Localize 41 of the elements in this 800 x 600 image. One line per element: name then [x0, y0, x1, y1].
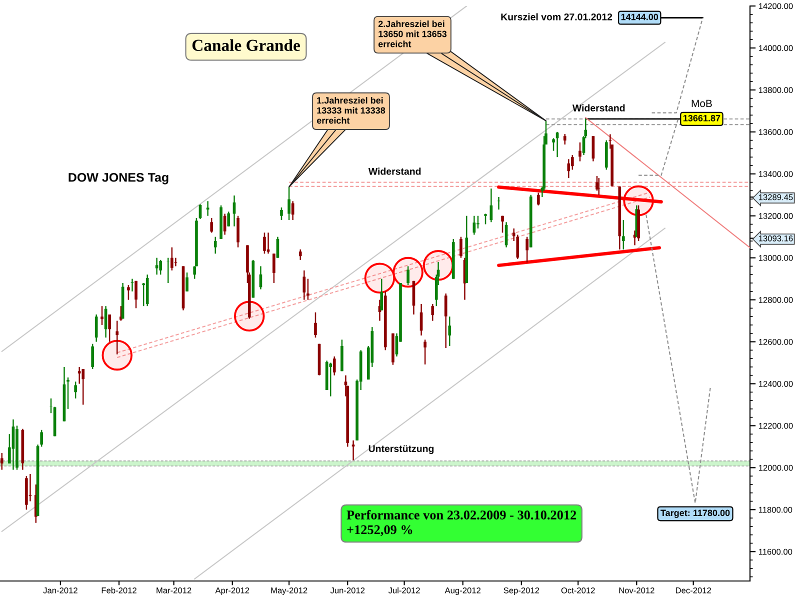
y-tick-label: 11600.00 — [758, 548, 792, 555]
y-tick-label: 12400.00 — [758, 380, 793, 387]
annotation: Widerstand — [368, 168, 421, 175]
annotation: Widerstand — [572, 104, 625, 112]
x-tick-label: Feb-2012 — [102, 587, 136, 594]
x-tick-label: Jun-2012 — [330, 587, 365, 594]
y-tick-label: 12200.00 — [758, 422, 793, 429]
x-tick-label: Apr-2012 — [215, 587, 250, 596]
x-tick-label: Sep-2012 — [504, 587, 540, 596]
x-tick-label: Oct-2012 — [561, 587, 595, 594]
annotation: Canale Grande — [192, 39, 300, 51]
y-tick-label: 13093.16 — [758, 235, 793, 242]
annotation: Performance von 23.02.2009 - 30.10.2012 +1252,09 % — [346, 510, 576, 536]
annotation: Target: 11780.00 — [660, 510, 730, 518]
y-tick-label: 13289.45 — [758, 194, 793, 200]
y-tick-label: 14200.00 — [758, 3, 793, 10]
legend-label: Kursziel vom 27.01.2012 — [501, 13, 612, 20]
x-tick-label: Jan-2012 — [43, 587, 78, 594]
y-tick-label: 13400.00 — [758, 171, 793, 177]
y-tick-label: 12000.00 — [758, 464, 793, 471]
y-tick-label: 13000.00 — [758, 255, 793, 261]
x-tick-label: Dec-2012 — [676, 587, 711, 594]
annotation: 2.Jahresziel bei 13650 mit 13653 erreicht — [378, 20, 447, 48]
x-tick-label: Mar-2012 — [156, 587, 192, 594]
y-tick-label: 12600.00 — [758, 338, 793, 345]
x-tick-label: Nov-2012 — [619, 587, 654, 594]
text: DOW JONES Tag — [68, 172, 168, 184]
y-tick-label: 13200.00 — [758, 213, 793, 219]
x-tick-label: Aug-2012 — [444, 587, 480, 596]
y-tick-label: 13800.00 — [758, 87, 793, 94]
data-label: 13661.87 — [683, 114, 720, 122]
x-tick-label: May-2012 — [271, 587, 308, 596]
band-label: Unterstützung — [368, 445, 434, 454]
data-label: 14144.00 — [621, 14, 658, 20]
y-tick-label: 12800.00 — [758, 296, 793, 303]
series-label: MoB — [692, 100, 712, 108]
y-tick-label: 13600.00 — [758, 129, 793, 136]
x-tick-label: Jul-2012 — [388, 587, 420, 594]
annotation: 1.Jahresziel bei 13333 mit 13338 erreicht — [316, 96, 386, 124]
y-tick-label: 11800.00 — [758, 506, 792, 513]
y-tick-label: 14000.00 — [758, 45, 793, 52]
